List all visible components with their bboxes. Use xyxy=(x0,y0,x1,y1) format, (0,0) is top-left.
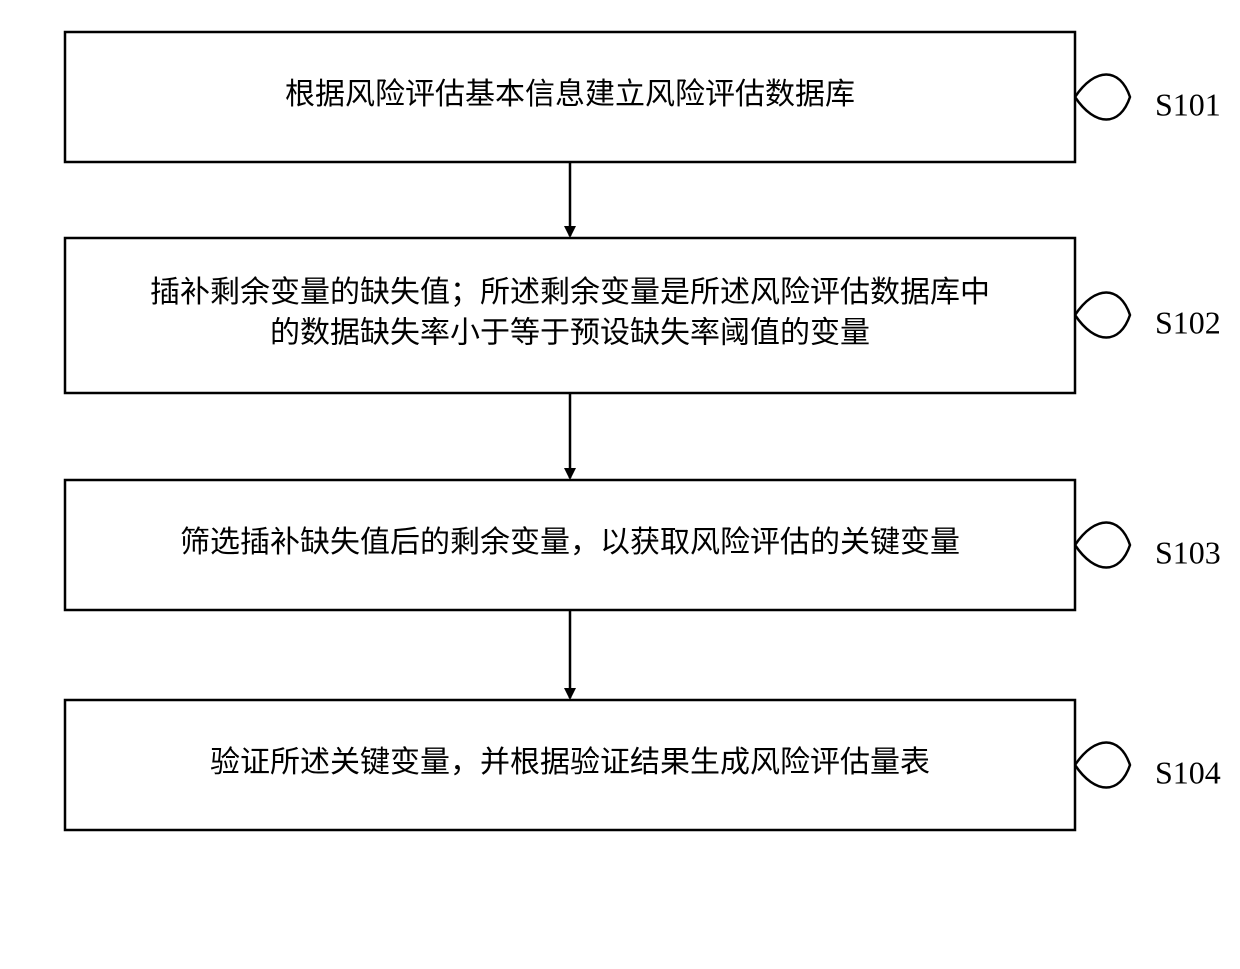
step-label: S101 xyxy=(1155,86,1221,122)
flowchart-canvas: 根据风险评估基本信息建立风险评估数据库插补剩余变量的缺失值；所述剩余变量是所述风… xyxy=(0,0,1240,969)
step-label-connector xyxy=(1075,293,1130,338)
flow-step-box xyxy=(65,238,1075,393)
step-label-connector xyxy=(1075,743,1130,788)
step-label: S103 xyxy=(1155,534,1221,570)
flow-step-text: 根据风险评估基本信息建立风险评估数据库 xyxy=(285,78,855,111)
step-label: S104 xyxy=(1155,754,1221,790)
flow-step-text: 验证所述关键变量，并根据验证结果生成风险评估量表 xyxy=(210,746,930,779)
flow-step-text: 的数据缺失率小于等于预设缺失率阈值的变量 xyxy=(270,317,870,350)
flow-step-text: 筛选插补缺失值后的剩余变量，以获取风险评估的关键变量 xyxy=(180,526,960,559)
flow-step-text: 插补剩余变量的缺失值；所述剩余变量是所述风险评估数据库中 xyxy=(150,276,990,309)
step-label-connector xyxy=(1075,75,1130,120)
step-label-connector xyxy=(1075,523,1130,568)
step-label: S102 xyxy=(1155,304,1221,340)
